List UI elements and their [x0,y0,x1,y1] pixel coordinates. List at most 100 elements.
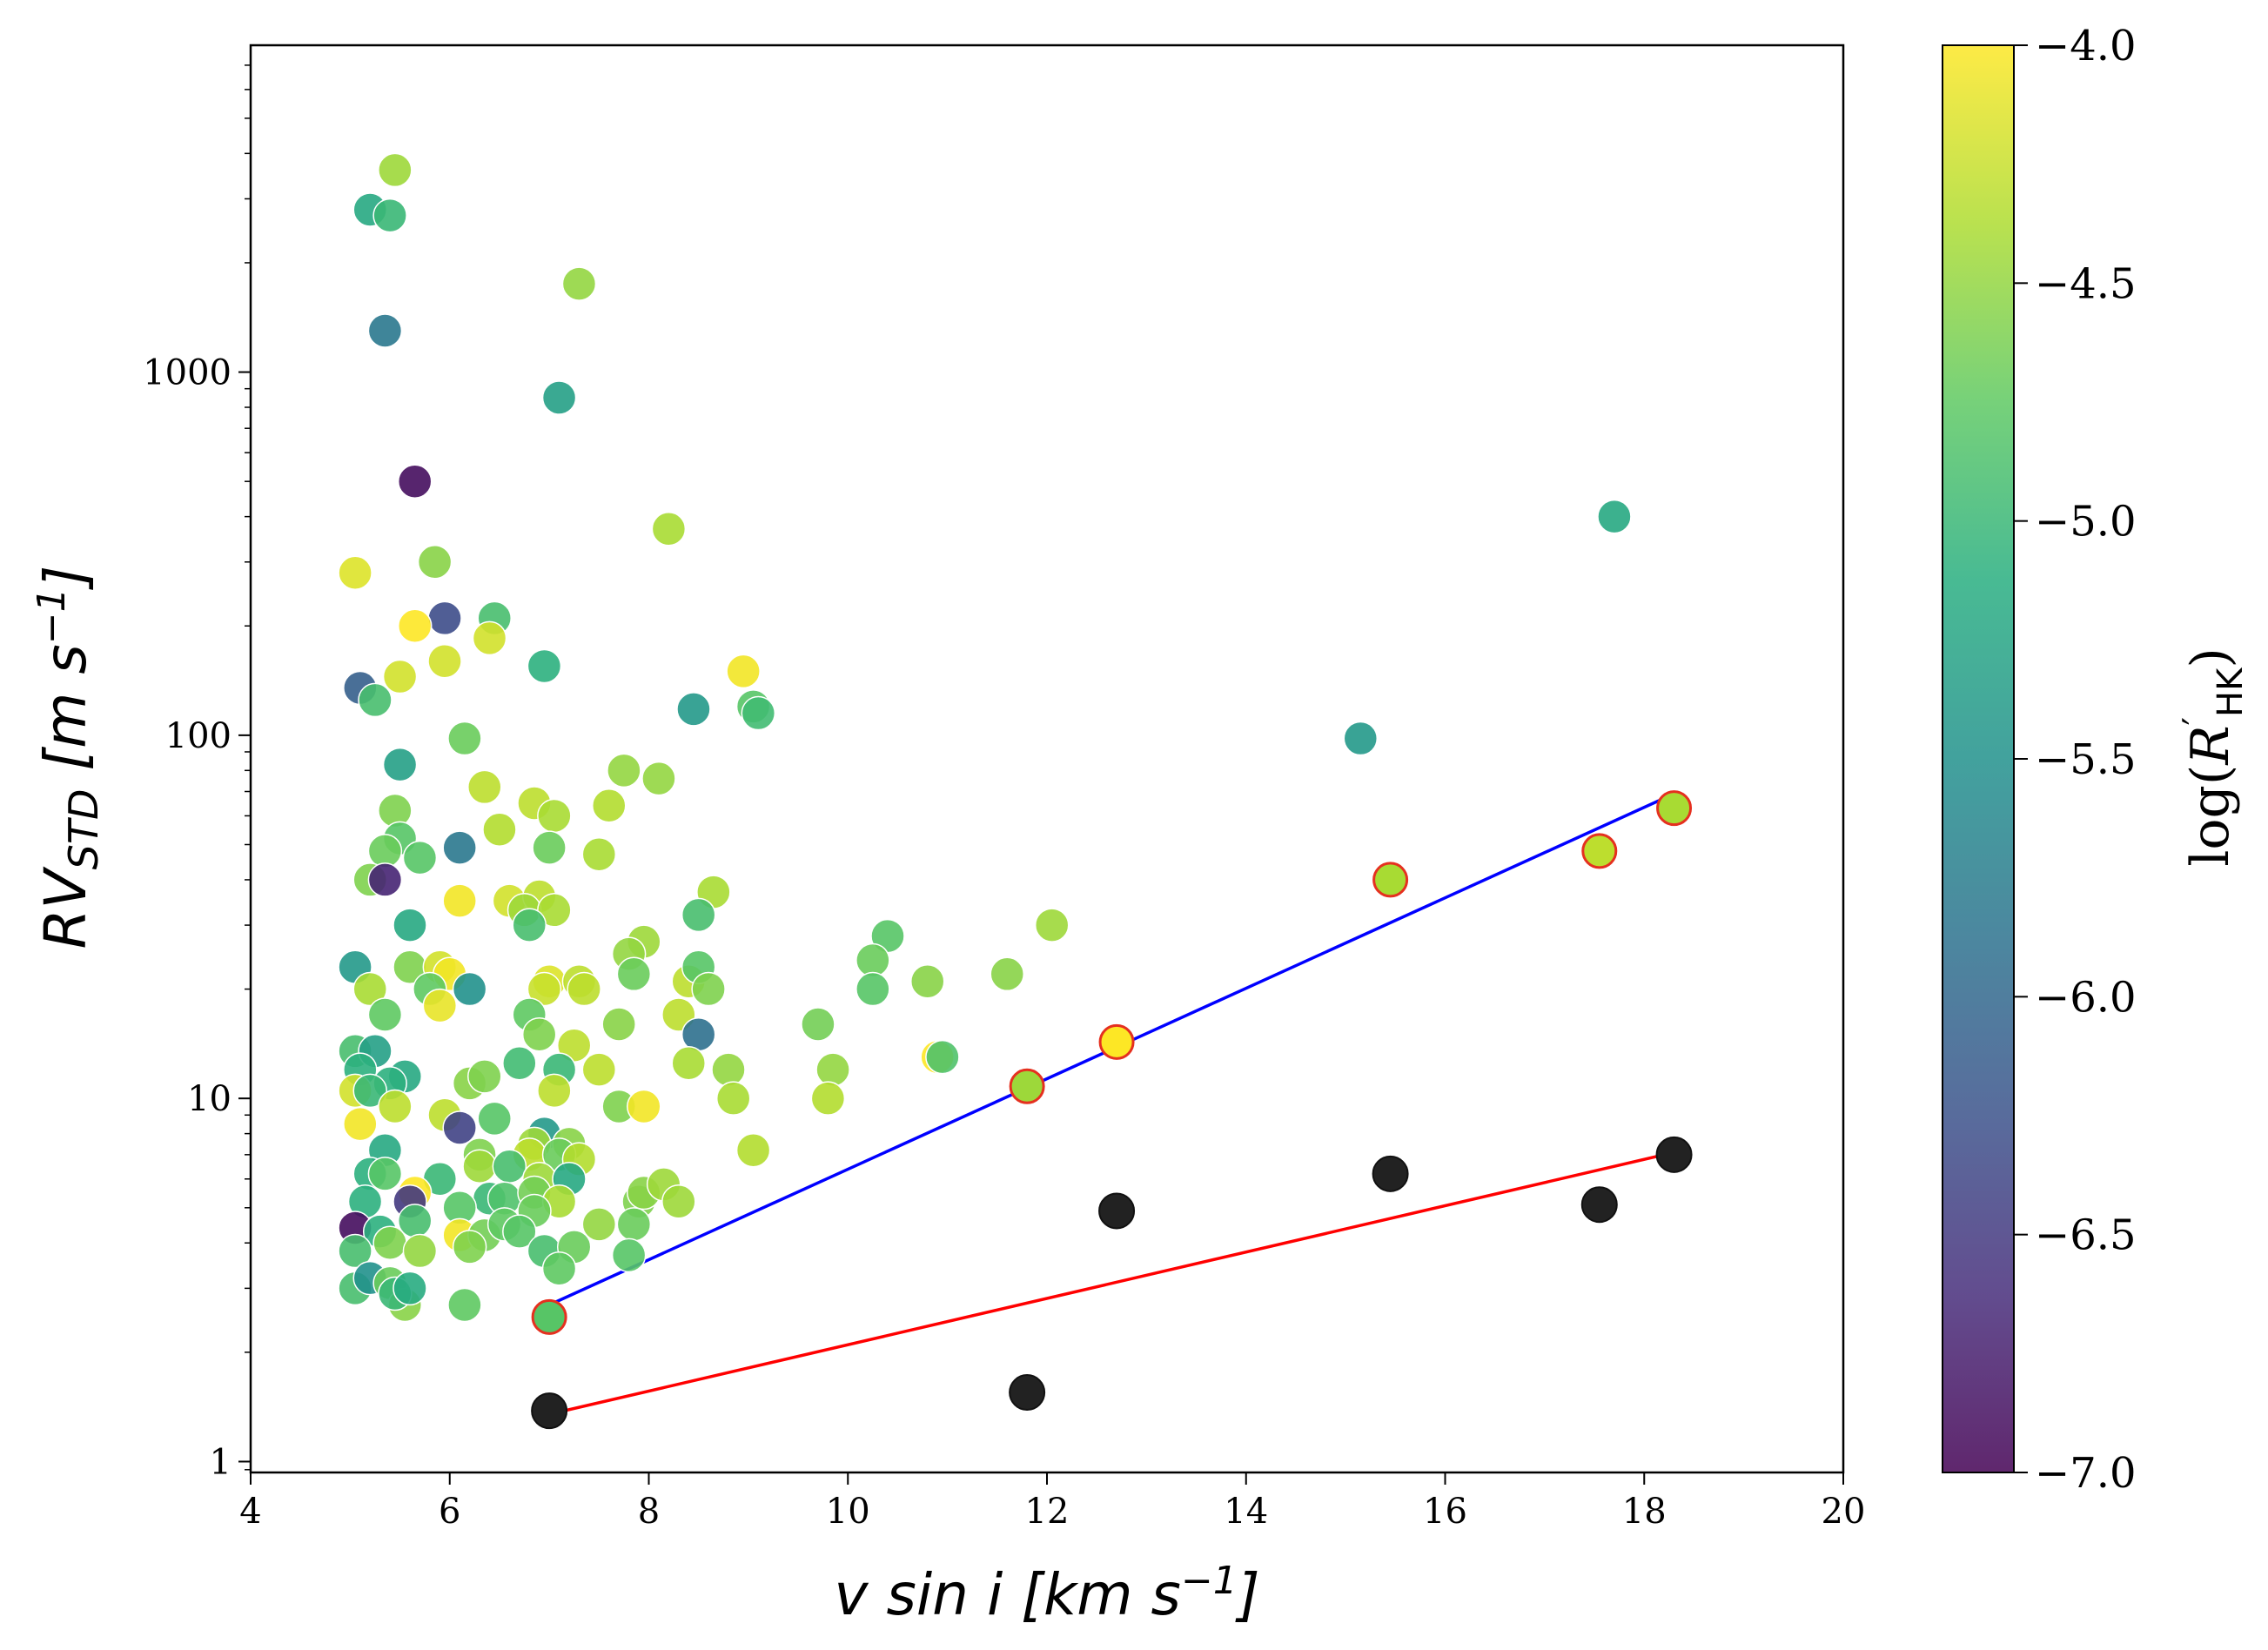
data-point [482,812,517,847]
data-point [532,830,567,865]
data-point [427,643,462,679]
data-point [382,659,418,694]
data-point [417,545,453,580]
data-point [372,1225,407,1260]
data-point [726,654,761,689]
data-point [397,464,433,499]
data-point [372,198,407,233]
x-tick-label: 20 [1822,1492,1866,1532]
data-point [581,1052,617,1087]
data-point [627,1089,661,1124]
data-point [990,956,1024,992]
data-point [592,788,627,823]
black-point [1009,1374,1046,1412]
black-point [1580,1186,1618,1224]
data-point [393,908,427,942]
black-point [1372,1155,1409,1192]
data-point [462,1149,497,1184]
x-tick-label: 12 [1025,1492,1070,1532]
data-point [492,1149,527,1184]
data-point [581,836,617,872]
data-point [402,1233,438,1269]
data-point [681,1016,716,1052]
data-point [358,682,393,718]
data-point [616,956,652,992]
data-point [537,1073,572,1109]
y-tick-label: 1 [210,1442,231,1482]
highlighted-point [1098,1023,1135,1060]
data-point [601,1007,636,1042]
data-point [352,971,387,1007]
data-point [338,1233,372,1269]
black-point [1655,1136,1693,1173]
data-point [856,971,890,1007]
colorbar-tick-label: −7.0 [2035,1449,2137,1498]
data-point [378,152,413,188]
colorbar [1943,45,2014,1472]
data-point [512,908,547,942]
data-point [651,512,687,547]
data-point [681,897,716,933]
colorbar-tick-label: −6.5 [2035,1211,2137,1260]
plot-frame [249,44,1845,1474]
data-point [442,830,477,865]
data-point [567,971,601,1007]
data-point [735,1132,771,1168]
data-point [452,1230,487,1264]
data-point [741,695,776,731]
x-tick-label: 14 [1224,1492,1268,1532]
colorbar-title: log(R′HK) [2175,647,2251,867]
plot-area [338,152,1693,1430]
x-axis: 4 6 8 10 12 14 16 18 20 [239,1472,1865,1532]
data-point [607,753,641,788]
data-point [1343,721,1379,756]
data-point [338,555,372,591]
y-tick-label: 1000 [143,353,231,393]
highlighted-point [531,1298,567,1335]
data-point [1597,499,1632,534]
highlighted-point [1656,790,1693,827]
x-tick-label: 16 [1423,1492,1467,1532]
data-point [541,1251,577,1286]
data-point [561,266,597,301]
data-point [581,1207,617,1242]
highlighted-point [1009,1068,1045,1104]
data-point [477,1101,512,1137]
y-tick-label: 100 [165,716,231,756]
data-point [442,1110,477,1145]
data-point [537,798,572,834]
highlighted-point [1372,862,1409,898]
data-point [427,600,462,636]
x-tick-label: 8 [638,1492,660,1532]
data-point [801,1007,835,1042]
data-point [527,648,562,684]
data-point [442,883,477,918]
data-point [447,1287,482,1323]
data-point [367,1157,403,1191]
data-point [815,1052,850,1087]
data-point [467,1059,502,1094]
data-point [611,1238,647,1273]
data-point [467,769,502,805]
y-axis-title: RVSTD [m s−1] [30,566,107,949]
y-tick-label: 10 [187,1079,231,1119]
data-point [1034,908,1070,942]
highlighted-point [1581,833,1618,869]
colorbar-tick-label: −6.0 [2035,973,2137,1022]
data-point [691,971,726,1007]
data-point [676,692,711,727]
x-tick-label: 6 [439,1492,460,1532]
data-point [472,620,507,656]
colorbar-tick-label: −4.0 [2035,22,2137,70]
x-tick-label: 18 [1622,1492,1667,1532]
data-point [393,1271,427,1306]
data-point [378,1089,413,1124]
data-point [447,721,482,756]
y-axis: 1 10 100 1000 [143,64,251,1482]
colorbar-ticks: −4.0 −4.5 −5.0 −5.5 −6.0 −6.5 −7.0 [2014,22,2137,1498]
data-point [367,313,403,348]
data-point [367,862,403,897]
colorbar-tick-label: −5.0 [2035,498,2137,547]
data-point [711,1052,746,1087]
data-point [367,997,403,1032]
